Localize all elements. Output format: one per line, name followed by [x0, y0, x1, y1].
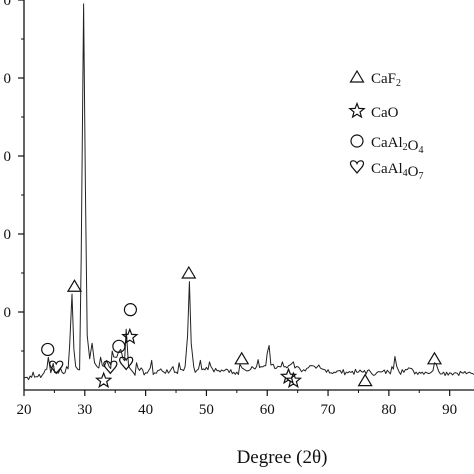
- xrd-pattern-line: [23, 3, 474, 381]
- triangle-phase-marker: [66, 279, 83, 292]
- x-ticks: 20 30 40 50 60 70 80 90: [17, 390, 457, 418]
- heart-phase-marker: [49, 360, 64, 375]
- y-tick-label: 0: [4, 0, 12, 9]
- circle-phase-marker: [41, 342, 55, 357]
- legend-label: CaAl4O7: [371, 161, 424, 182]
- heart-phase-marker: [103, 360, 118, 375]
- y-tick-label: 0: [4, 305, 12, 321]
- y-tick-label: 0: [4, 149, 12, 165]
- x-tick-label: 80: [381, 402, 396, 418]
- x-tick-label: 20: [17, 402, 32, 418]
- legend-heart-icon: [349, 160, 365, 174]
- star-phase-marker: [284, 371, 303, 389]
- x-tick-label: 70: [321, 402, 336, 418]
- x-axis-title: Degree (2θ): [237, 447, 328, 468]
- x-tick-label: 50: [199, 402, 214, 418]
- triangle-phase-marker: [181, 265, 197, 279]
- triangle-phase-marker: [426, 351, 443, 365]
- series-layer: [23, 3, 474, 381]
- legend-label: CaAl2O4: [371, 135, 424, 156]
- triangle-phase-marker: [234, 351, 250, 365]
- circle-phase-marker: [112, 339, 126, 353]
- y-tick-label: 0: [4, 71, 12, 87]
- y-tick-label: 0: [4, 227, 12, 243]
- marker-layer: [41, 265, 443, 389]
- legend-star-icon: [348, 101, 366, 119]
- legend: CaF2 CaO CaAl2O4 CaAl4O7: [348, 69, 424, 182]
- legend-circle-icon: [350, 134, 364, 148]
- legend-label: CaF2: [371, 71, 401, 89]
- legend-triangle-icon: [349, 69, 365, 83]
- star-phase-marker: [94, 371, 113, 389]
- x-tick-label: 40: [138, 402, 153, 418]
- legend-label: CaO: [371, 105, 399, 121]
- heart-phase-marker: [119, 356, 134, 371]
- x-tick-label: 30: [77, 402, 92, 418]
- x-tick-label: 90: [442, 402, 457, 418]
- x-tick-label: 60: [260, 402, 275, 418]
- triangle-phase-marker: [357, 373, 373, 387]
- star-phase-marker: [121, 327, 139, 345]
- circle-phase-marker: [123, 303, 138, 317]
- plot-frame: [23, 0, 474, 391]
- y-ticks: 0 0 0 0 0: [4, 0, 24, 352]
